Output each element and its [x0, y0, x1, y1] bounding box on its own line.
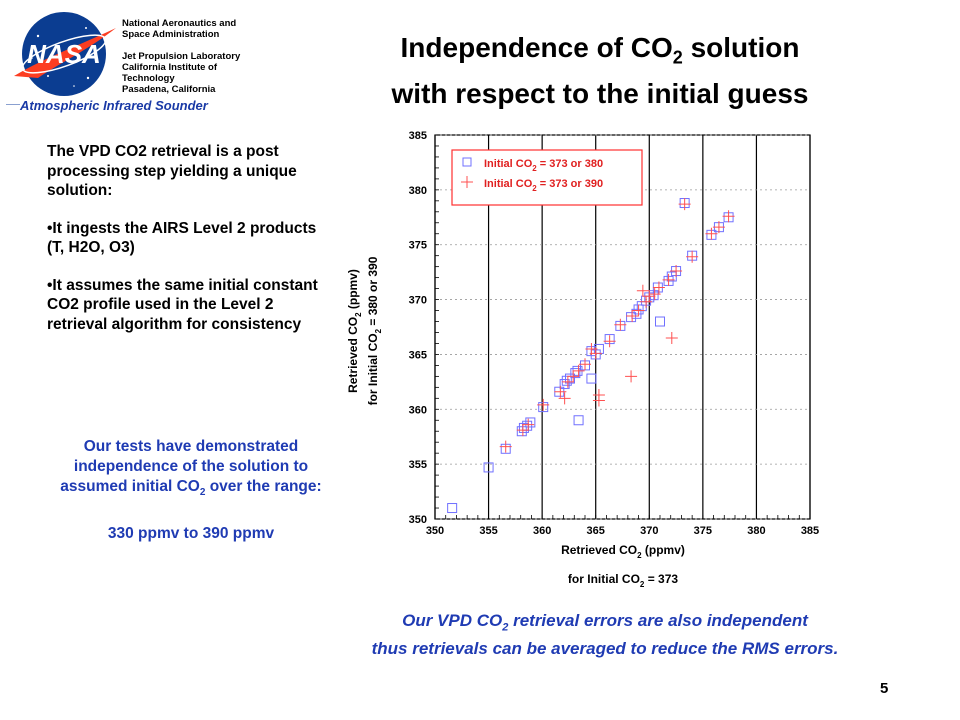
org-line: Technology — [122, 73, 175, 84]
legend-label-plus: Initial CO2 = 373 or 390 — [484, 178, 603, 193]
data-point-plus — [670, 265, 683, 278]
y-axis-label-line2: for Initial CO2 = 380 or 390 — [366, 256, 383, 405]
data-point-square — [655, 316, 665, 327]
y-tick-label: 350 — [409, 514, 427, 526]
page-title: Independence of CO2 solution with respec… — [391, 32, 809, 109]
x-tick-label: 365 — [587, 525, 605, 537]
data-point-square — [525, 417, 536, 428]
org-line: Space Administration — [122, 29, 220, 40]
data-point-square — [573, 415, 584, 426]
legend-plus-marker — [461, 176, 473, 188]
y-tick-label: 385 — [409, 130, 427, 142]
data-point-plus — [522, 418, 535, 431]
x-tick-label: 370 — [640, 525, 658, 537]
x-tick-label: 375 — [694, 525, 712, 537]
page-number: 5 — [880, 680, 889, 697]
data-point-plus — [499, 440, 512, 453]
x-tick-label: 360 — [533, 525, 551, 537]
x-tick-label: 350 — [426, 525, 444, 537]
data-point-plus — [537, 398, 550, 411]
data-point-plus — [712, 221, 725, 234]
x-tick-label: 380 — [747, 525, 765, 537]
data-point-square — [586, 373, 597, 384]
tests-statement: Our tests have demonstrated independence… — [60, 438, 322, 499]
y-tick-label: 375 — [409, 240, 427, 252]
bullet-item: •It assumes the same initial constant CO… — [47, 276, 318, 333]
data-point-square — [483, 462, 494, 473]
header-rule — [6, 104, 20, 105]
x-tick-label: 385 — [801, 525, 819, 537]
data-point-plus — [705, 227, 718, 240]
y-tick-label: 370 — [409, 295, 427, 307]
org-line: Pasadena, California — [122, 84, 216, 95]
y-tick-label: 380 — [409, 185, 427, 197]
legend-square-marker — [462, 157, 472, 167]
x-axis-label-line2: for Initial CO2 = 373 — [568, 572, 678, 589]
chart-legend: Initial CO2 = 373 or 380 Initial CO2 = 3… — [451, 149, 643, 206]
data-point-plus — [652, 281, 665, 294]
data-point-plus — [567, 370, 580, 383]
data-point-plus — [626, 310, 639, 323]
data-point-plus — [554, 385, 567, 398]
data-point-square — [626, 312, 637, 323]
nasa-logo: NASA — [8, 6, 120, 110]
org-line: California Institute of — [122, 62, 217, 73]
data-point-plus — [632, 304, 645, 317]
data-point-plus — [643, 290, 656, 303]
data-point-plus — [614, 318, 627, 331]
data-point-plus — [625, 370, 638, 383]
data-point-square — [561, 375, 572, 386]
data-point-plus — [686, 250, 699, 263]
y-tick-label: 365 — [409, 349, 427, 361]
y-tick-label: 360 — [409, 404, 427, 416]
data-point-plus — [579, 358, 591, 371]
instrument-name: Atmospheric Infrared Sounder — [20, 98, 208, 113]
data-point-plus — [603, 335, 616, 348]
data-point-plus — [589, 347, 602, 360]
bottom-note: Our VPD CO2 retrieval errors are also in… — [371, 611, 839, 659]
data-point-plus — [722, 210, 735, 223]
data-point-plus — [678, 198, 691, 211]
y-tick-label: 355 — [409, 459, 427, 471]
description-text: The VPD CO2 retrieval is a post processi… — [47, 142, 327, 352]
org-line: National Aeronautics and — [122, 18, 237, 29]
y-axis-label: Retrieved CO2 (ppmv) — [346, 269, 363, 393]
svg-text:NASA: NASA — [27, 39, 101, 69]
data-point-plus — [572, 364, 585, 377]
data-point-plus — [662, 273, 675, 286]
data-point-plus — [516, 424, 529, 437]
data-point-square — [559, 379, 570, 390]
intro-paragraph: The VPD CO2 retrieval is a post processi… — [47, 143, 297, 199]
legend-label-square: Initial CO2 = 373 or 380 — [484, 158, 603, 173]
data-point-plus — [561, 375, 574, 388]
organization-block: National Aeronautics and Space Administr… — [122, 18, 262, 95]
data-point-plus — [558, 392, 571, 405]
range-text: 330 ppmv to 390 ppmv — [107, 525, 275, 542]
x-tick-label: 355 — [479, 525, 497, 537]
data-point-square — [565, 373, 575, 384]
scatter-chart: 350 355 360 365 370 375 380 385 350 355 360 365 370 3… — [346, 130, 819, 589]
org-line — [122, 40, 262, 51]
data-point-plus — [648, 288, 661, 301]
data-point-plus — [665, 331, 678, 344]
data-point-plus — [592, 394, 605, 407]
data-point-square — [570, 368, 581, 379]
data-point-square — [447, 503, 458, 514]
org-line: Jet Propulsion Laboratory — [122, 51, 241, 62]
data-point-square — [516, 426, 527, 437]
x-axis-label: Retrieved CO2 (ppmv) — [561, 543, 685, 560]
bullet-item: •It ingests the AIRS Level 2 products (T… — [47, 219, 317, 257]
data-point-plus — [636, 284, 649, 297]
data-point-plus — [640, 295, 653, 308]
